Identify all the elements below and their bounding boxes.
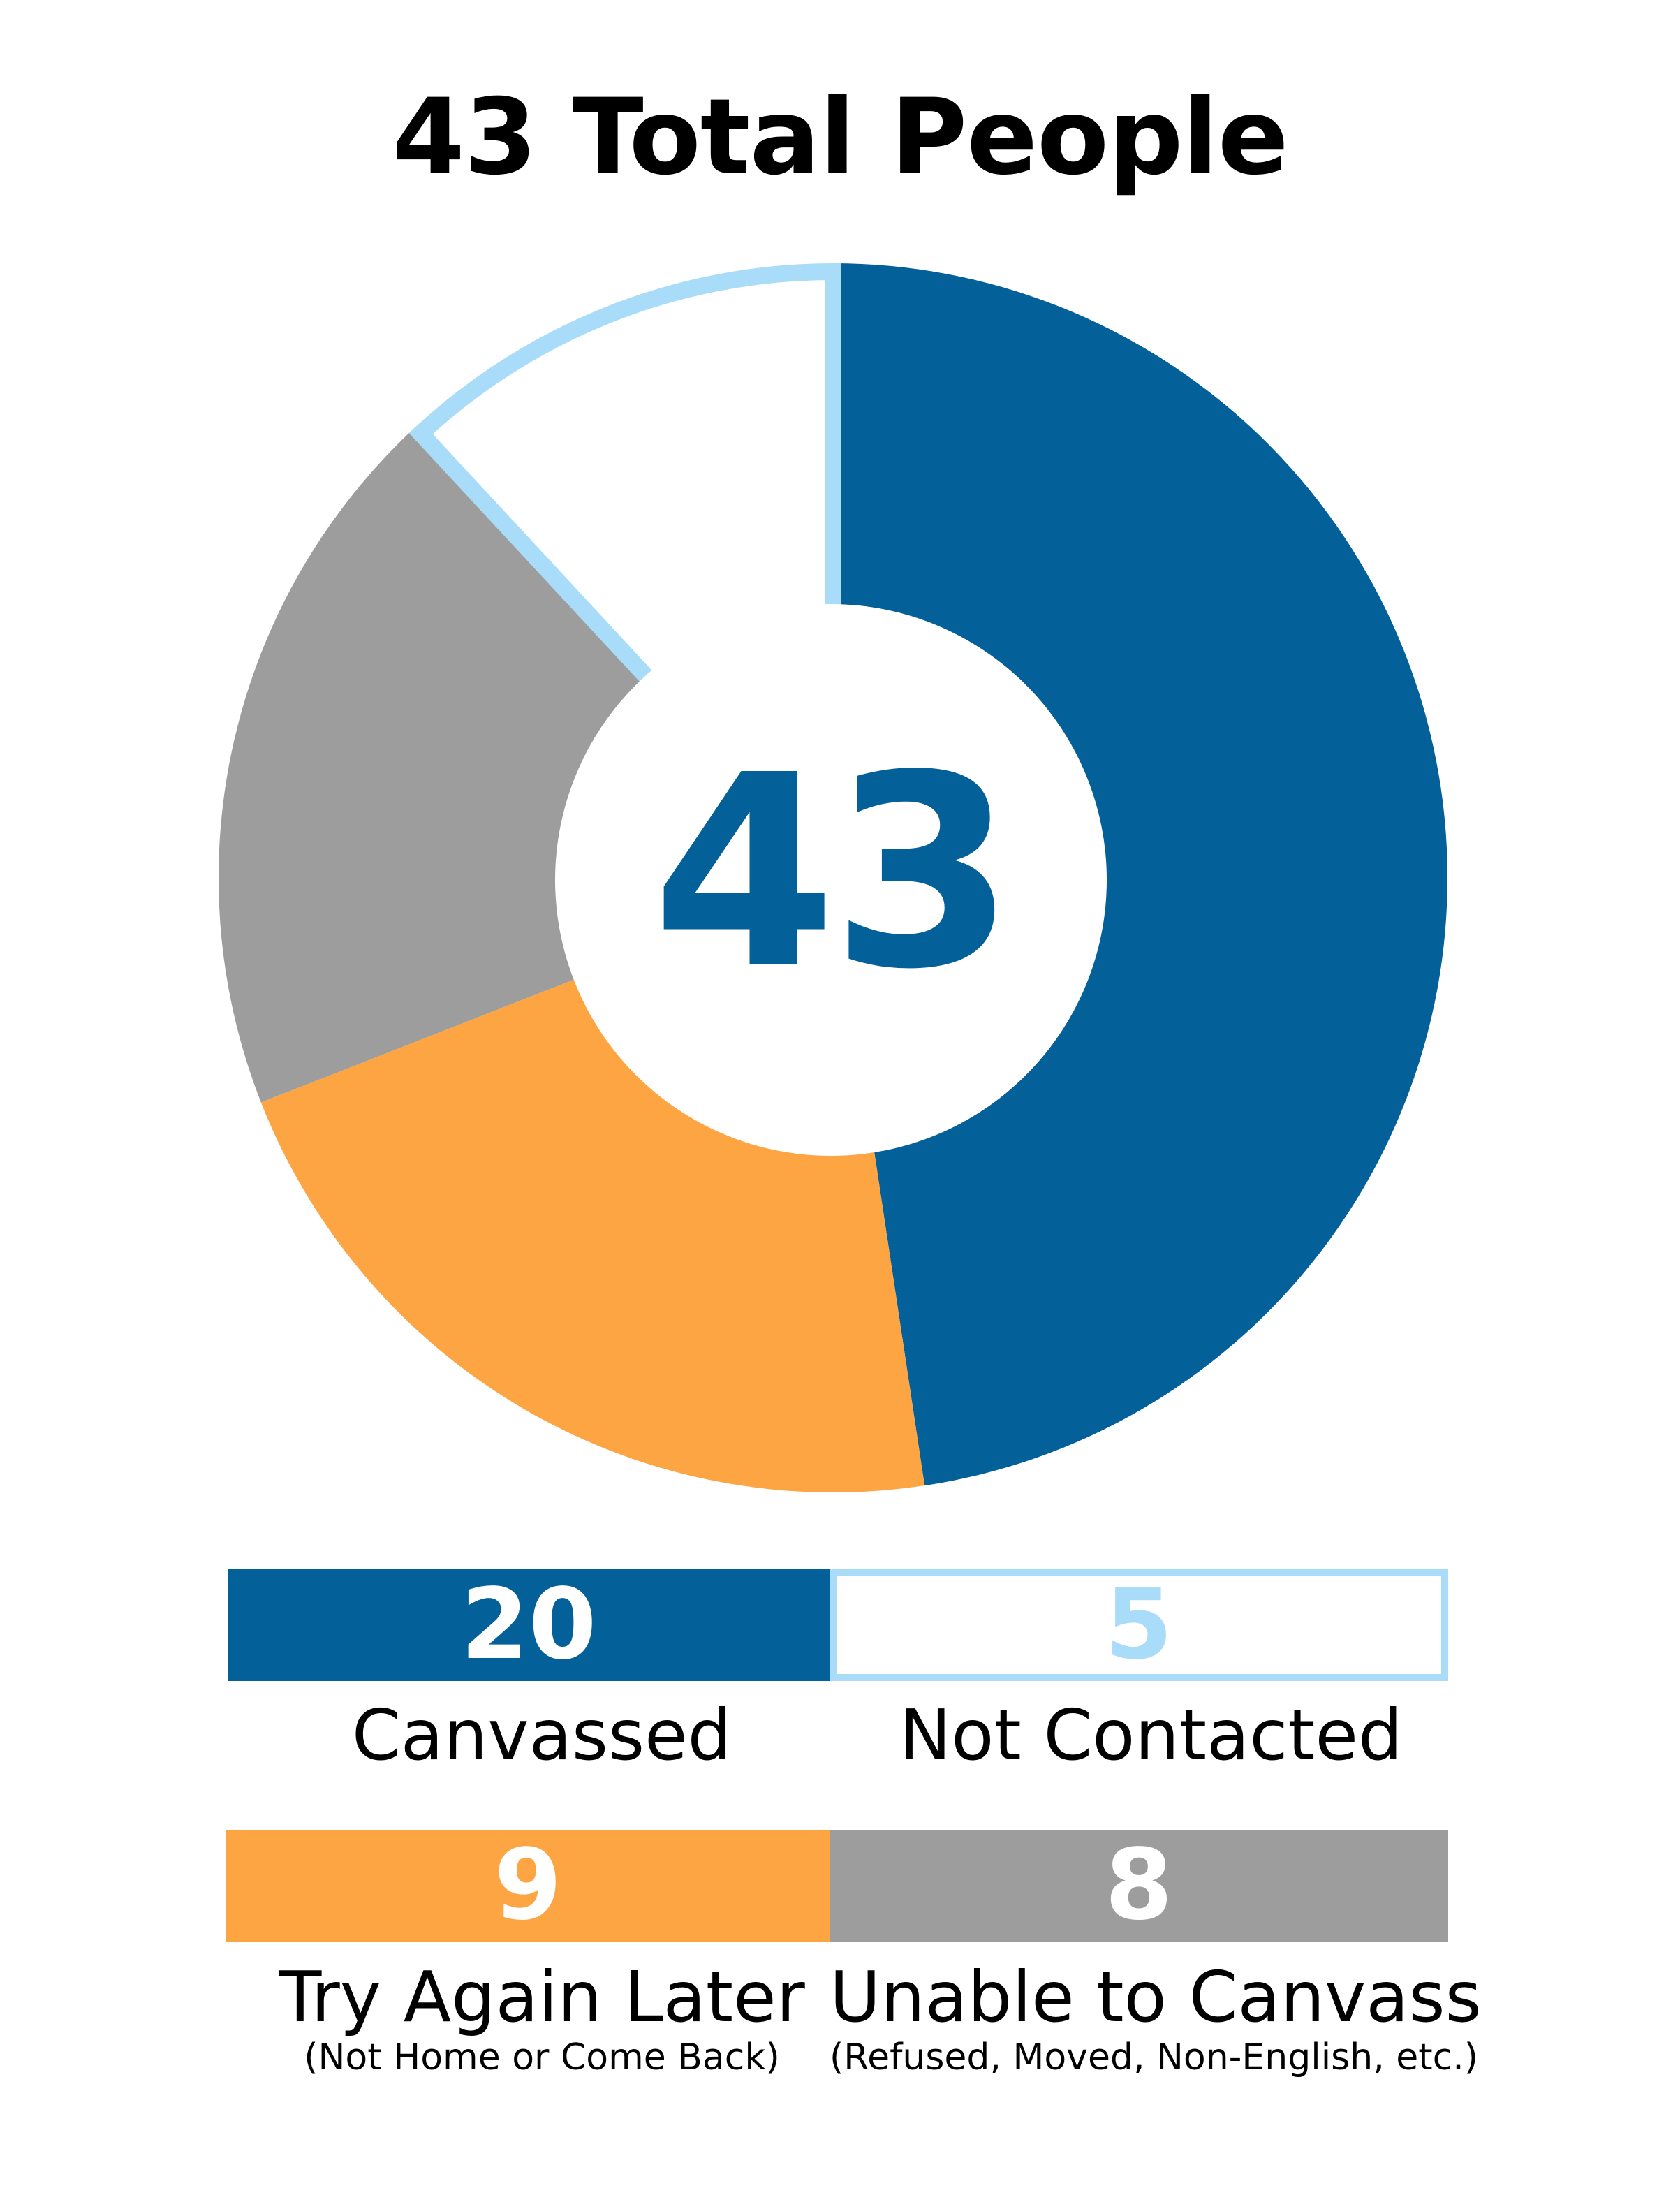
pie-slice-canvassed xyxy=(833,263,1447,1486)
donut-hole xyxy=(555,604,1107,1156)
unable-to-canvass-count-box: 8 xyxy=(830,1830,1448,1942)
try-again-later-label: Try Again Later xyxy=(279,1956,805,2038)
donut-chart xyxy=(219,263,1447,1492)
unable-to-canvass-sublabel: (Refused, Moved, Non-English, etc.) xyxy=(830,2036,1479,2078)
donut-center-total: 43 xyxy=(651,718,1016,1027)
not-contacted-count-box: 5 xyxy=(830,1569,1448,1681)
not-contacted-label: Not Contacted xyxy=(899,1694,1403,1776)
canvassed-count-box: 20 xyxy=(228,1569,830,1681)
try-again-later-sublabel: (Not Home or Come Back) xyxy=(304,2036,780,2078)
canvassed-label: Canvassed xyxy=(351,1694,732,1776)
unable-to-canvass-label: Unable to Canvass xyxy=(830,1956,1482,2038)
chart-title: 43 Total People xyxy=(392,77,1288,198)
try-again-later-count-box: 9 xyxy=(226,1830,830,1942)
